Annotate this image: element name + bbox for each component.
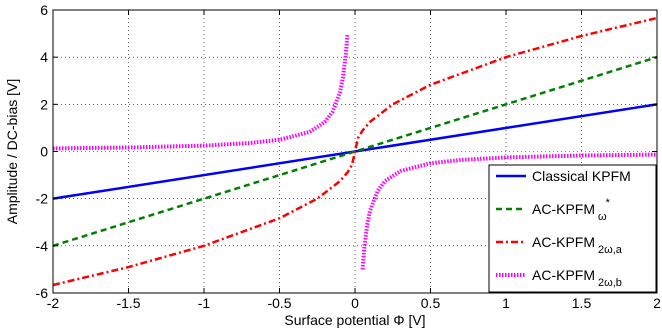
legend-label-3: AC-KPFM 2ω,a	[532, 234, 623, 256]
legend-box	[488, 164, 657, 293]
x-tick-label: 0	[351, 295, 359, 311]
x-tick-label: -0.5	[267, 295, 291, 311]
x-tick-label: -2	[47, 295, 60, 311]
x-tick-label: 1	[502, 295, 510, 311]
x-tick-label: 0.5	[421, 295, 441, 311]
grid	[53, 10, 657, 293]
series-line-2	[52, 55, 658, 248]
series-line-4	[52, 33, 350, 151]
axis-ticks: -2 -1.5 -1 -0.5 0 0.5 1 1.5 2 -6 -4 -2 0 2 4 6	[36, 2, 662, 311]
plot-series	[52, 16, 658, 287]
x-axis-label: Surface potential Φ [V]	[284, 312, 425, 328]
y-tick-label: 6	[40, 2, 48, 18]
legend-label-4: AC-KPFM 2ω,b	[532, 267, 622, 289]
legend: Classical KPFM AC-KPFM ω* AC-KPFM 2ω,a AC-KPF…	[488, 164, 657, 293]
y-tick-label: 2	[40, 96, 48, 112]
y-tick-label: -6	[36, 285, 49, 301]
y-tick-label: -2	[36, 191, 49, 207]
y-axis-label: Amplitude / DC-bias [V]	[4, 79, 20, 225]
series-line-3	[52, 16, 658, 287]
x-tick-label: -1.5	[116, 295, 140, 311]
x-tick-label: -1	[198, 295, 211, 311]
y-tick-label: -4	[36, 238, 49, 254]
y-tick-label: 0	[40, 144, 48, 160]
x-tick-label: 1.5	[572, 295, 592, 311]
y-tick-label: 4	[40, 49, 48, 65]
legend-label-2: AC-KPFM ω*	[532, 197, 611, 223]
legend-label-1: Classical KPFM	[532, 168, 631, 184]
series-line-4	[360, 152, 658, 270]
x-tick-label: 2	[653, 295, 661, 311]
